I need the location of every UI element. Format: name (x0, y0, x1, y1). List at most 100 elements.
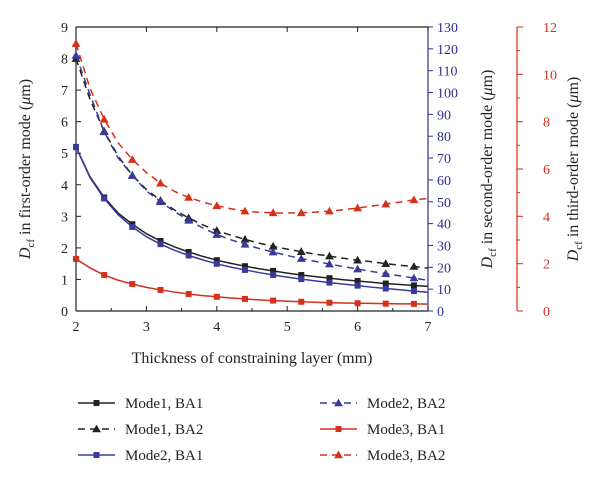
legend-label: Mode3, BA2 (367, 448, 445, 464)
y-right1-tick-label: 0 (437, 305, 444, 320)
series-mode1-ba2 (71, 54, 429, 270)
data-point (184, 193, 194, 201)
legend: Mode1, BA1 Mode2, BA2 Mode1, BA2 Mode3, BA1… (78, 396, 445, 464)
x-tick-label: 6 (354, 320, 361, 335)
data-point (71, 39, 81, 47)
series-mode1-ba1 (73, 143, 429, 289)
data-point (268, 208, 278, 217)
data-point (410, 300, 417, 307)
data-point (185, 252, 192, 259)
data-point (298, 298, 305, 305)
data-point (101, 195, 108, 202)
x-axis-title: Thickness of constraining layer (mm) (132, 350, 373, 367)
data-point (270, 271, 277, 278)
y-right1-tick-label: 50 (437, 196, 451, 211)
data-point (101, 272, 108, 279)
y-right2-tick-label: 8 (543, 116, 550, 131)
y-right1-tick-label: 100 (437, 87, 458, 102)
data-point (325, 251, 334, 260)
data-point (213, 257, 220, 264)
legend-marker (335, 426, 342, 432)
series-mode3-ba2 (71, 39, 429, 217)
legend-marker (93, 400, 100, 406)
data-point (325, 206, 334, 215)
y-left-tick-label: 9 (61, 21, 68, 36)
data-point (157, 237, 164, 244)
series-line (75, 146, 429, 288)
data-point (240, 206, 250, 215)
data-point (268, 247, 278, 256)
y-right1-tick-label: 90 (437, 108, 451, 123)
data-point (326, 279, 333, 286)
data-point (326, 275, 333, 282)
y-right1-tick-label: 30 (437, 239, 451, 254)
y-right2-tick-label: 4 (543, 210, 550, 225)
data-point (212, 226, 222, 234)
legend-item: Mode1, BA1 (78, 396, 203, 412)
data-point (296, 208, 306, 217)
data-point (212, 201, 222, 209)
data-point (99, 127, 109, 136)
legend-label: Mode3, BA1 (367, 422, 445, 438)
y-right2-tick-label: 0 (543, 305, 550, 320)
data-point (240, 239, 250, 248)
data-point (213, 293, 220, 300)
data-point (353, 255, 362, 264)
y-right2-axis-title: Dcf in third-order mode (μm) (565, 77, 585, 263)
legend-marker (334, 398, 343, 407)
x-tick-label: 4 (213, 320, 220, 335)
y-right1-tick-label: 130 (437, 21, 458, 36)
data-point (73, 255, 79, 262)
data-point (156, 197, 165, 206)
data-point (298, 272, 305, 279)
legend-label: Mode1, BA2 (125, 422, 203, 438)
data-point (240, 234, 250, 243)
data-point (409, 195, 419, 204)
data-point (157, 286, 164, 293)
legend-label: Mode2, BA1 (125, 448, 203, 464)
data-point (127, 155, 137, 163)
series-line (75, 58, 429, 269)
data-point (213, 260, 220, 267)
legend-label: Mode2, BA2 (367, 396, 445, 412)
y-left-tick-label: 0 (61, 305, 68, 320)
data-point (212, 230, 222, 238)
data-point (354, 300, 361, 307)
data-point (157, 241, 164, 248)
y-left-tick-label: 1 (61, 273, 68, 288)
series-line (75, 43, 429, 214)
data-point (354, 278, 361, 285)
data-point (410, 282, 417, 289)
series-line (75, 146, 429, 293)
axes-group: 2 3 4 5 6 70123456789010203040506070809010011… (17, 21, 585, 367)
data-point (127, 171, 137, 179)
y-left-tick-label: 2 (61, 242, 68, 257)
series-line (75, 258, 429, 305)
series-mode2-ba1 (73, 144, 429, 295)
data-point (381, 199, 391, 208)
legend-marker (92, 424, 101, 433)
y-right1-tick-label: 10 (437, 283, 451, 298)
y-left-tick-label: 3 (61, 210, 68, 225)
data-point (71, 51, 81, 59)
legend-item: Mode3, BA1 (320, 422, 445, 438)
y-right1-axis-title: Dcf in second-order mode (μm) (479, 70, 499, 270)
data-point (381, 269, 391, 277)
data-point (129, 223, 136, 230)
legend-item: Mode2, BA2 (320, 396, 445, 412)
data-point (296, 247, 306, 255)
y-right2-tick-label: 10 (543, 68, 557, 83)
data-point (185, 248, 192, 255)
y-right1-tick-label: 80 (437, 130, 451, 145)
y-left-tick-label: 8 (61, 53, 68, 68)
data-point (325, 259, 334, 268)
data-point (270, 267, 277, 274)
y-left-tick-label: 7 (61, 84, 68, 99)
legend-label: Mode1, BA1 (125, 396, 203, 412)
legend-item: Mode1, BA2 (78, 422, 203, 438)
y-left-tick-label: 4 (61, 179, 68, 194)
x-tick-label: 2 (73, 320, 80, 335)
data-point (409, 273, 419, 282)
data-point (241, 295, 248, 302)
